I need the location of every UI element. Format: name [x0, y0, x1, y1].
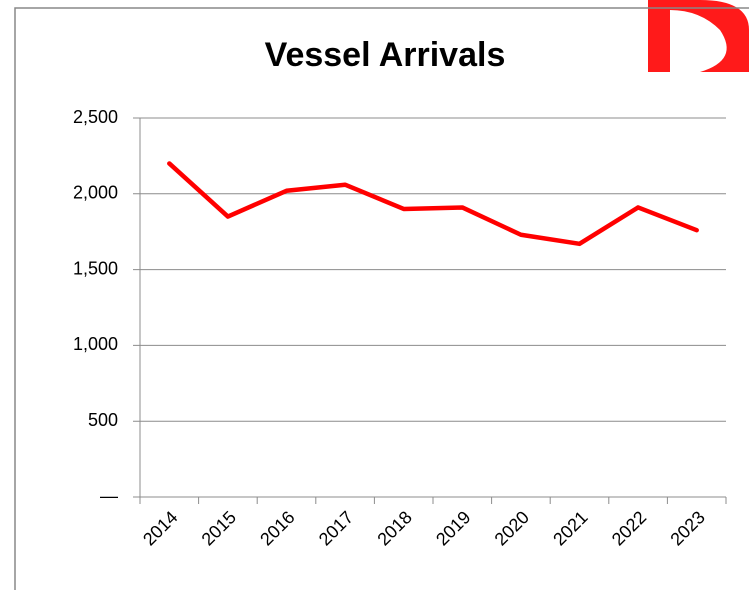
y-tick-label: 500	[88, 410, 118, 430]
y-tick-label: 1,000	[73, 334, 118, 354]
chart-frame	[14, 7, 749, 590]
chart-title: Vessel Arrivals	[265, 36, 506, 74]
y-tick-label: 1,500	[73, 258, 118, 278]
y-tick-label: 2,500	[73, 107, 118, 127]
y-tick-label: —	[100, 486, 118, 506]
logo-fragment	[648, 0, 749, 72]
line-series	[167, 161, 699, 247]
y-tick-label: 2,000	[73, 183, 118, 203]
